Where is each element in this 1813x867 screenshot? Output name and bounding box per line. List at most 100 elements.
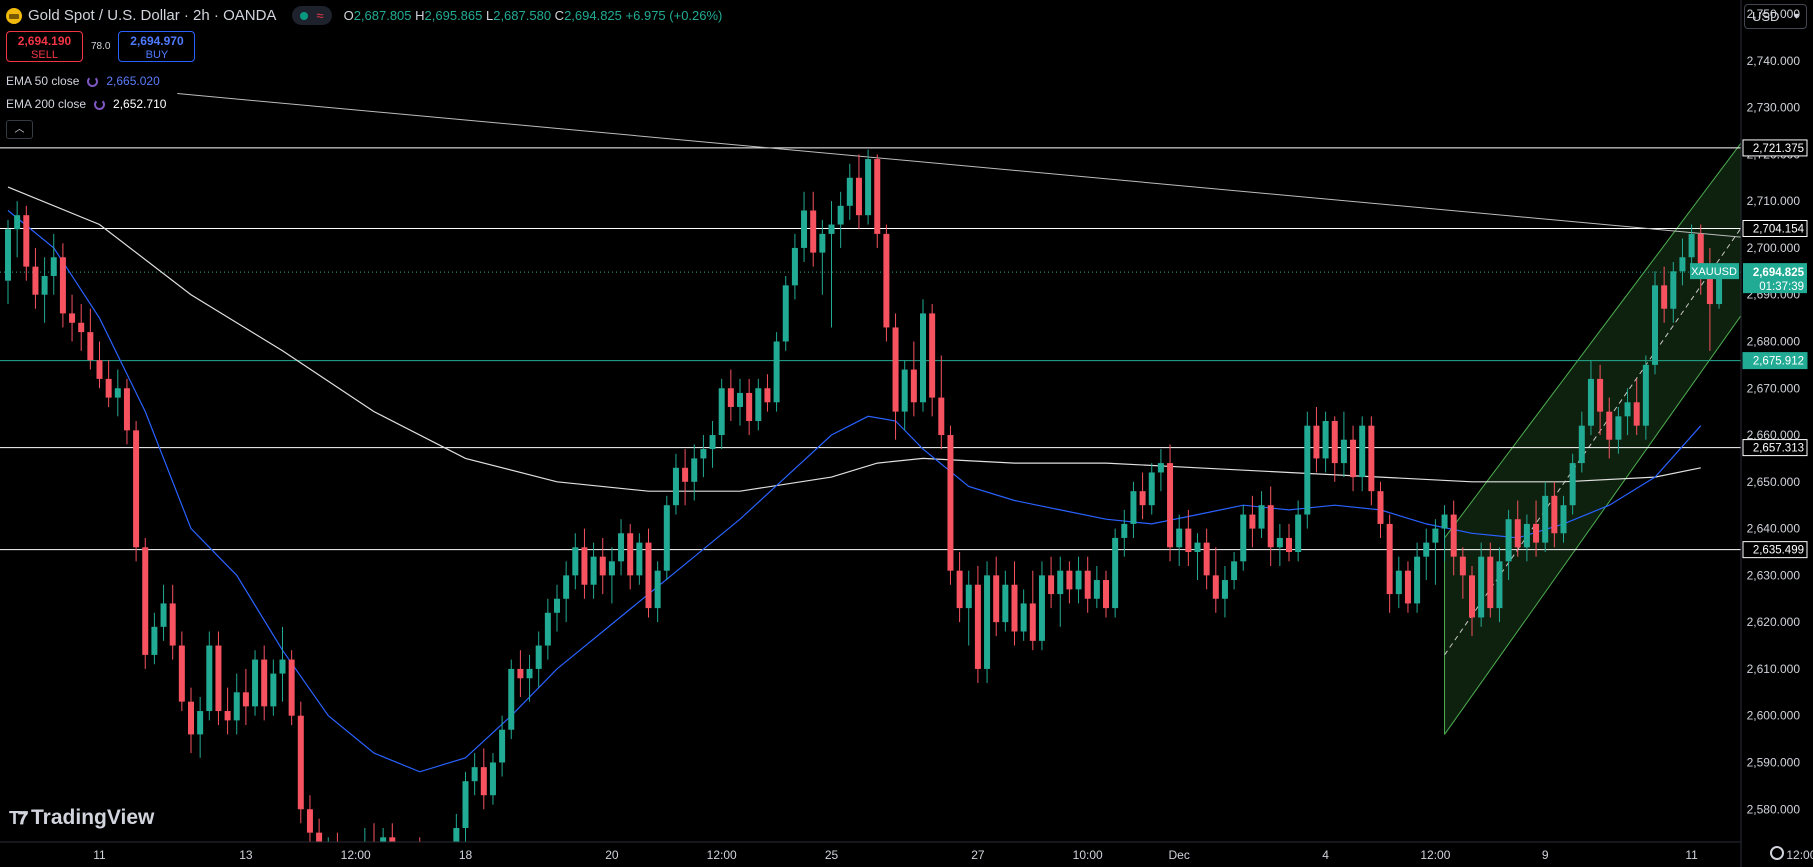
candle-body — [700, 449, 707, 459]
indicator-ema50[interactable]: EMA 50 close 2,665.020 — [6, 74, 160, 88]
candle-body — [252, 659, 259, 707]
candle-body — [590, 556, 597, 585]
candle — [874, 154, 881, 248]
candle-body — [270, 673, 277, 707]
candle — [59, 243, 66, 328]
candle — [87, 308, 94, 370]
candle — [801, 191, 808, 262]
candle-body — [746, 392, 753, 421]
candle-body — [1432, 528, 1439, 543]
candle-body — [1688, 233, 1695, 258]
candle-body — [1606, 411, 1613, 440]
symbol-title[interactable]: Gold Spot / U.S. Dollar · 2h · OANDA — [28, 7, 277, 24]
candle — [408, 842, 414, 867]
candle — [654, 561, 661, 623]
candle-body — [1084, 570, 1091, 599]
candle-body — [737, 392, 743, 407]
candle — [123, 378, 130, 445]
candle — [700, 435, 707, 478]
currency-select[interactable]: USD ▾ — [1744, 4, 1807, 29]
candle-body — [1048, 575, 1055, 595]
candle — [517, 650, 524, 697]
y-tick-label: 2,620.000 — [1747, 615, 1801, 629]
candle-body — [819, 233, 826, 253]
open-value: 2,687.805 — [353, 8, 412, 23]
level-price-label: 2,657.313 — [1753, 443, 1804, 455]
candle-body — [1221, 580, 1228, 599]
candle — [426, 851, 432, 867]
buy-button[interactable]: 2,694.970 BUY — [118, 31, 196, 62]
y-tick-label: 2,750.000 — [1747, 7, 1801, 21]
candle — [1688, 224, 1695, 267]
candle-body — [828, 224, 835, 234]
candle-body — [654, 570, 661, 609]
candle — [188, 687, 194, 754]
candle-body — [727, 388, 734, 407]
candle-body — [984, 575, 991, 669]
candle-body — [1121, 523, 1128, 538]
candle — [1029, 570, 1036, 651]
candle-body — [974, 584, 981, 669]
candle-body — [123, 388, 130, 431]
wave-icon: ≈ — [316, 8, 324, 23]
sell-button[interactable]: 2,694.190 SELL — [6, 31, 83, 62]
candle-body — [1176, 528, 1183, 548]
trendline — [177, 93, 1741, 238]
candle-body — [1716, 271, 1723, 305]
candle — [508, 659, 515, 740]
candle — [1697, 224, 1704, 295]
candle — [389, 823, 396, 842]
candle — [1496, 547, 1503, 623]
candle-body — [160, 603, 167, 627]
candle — [1249, 495, 1256, 548]
candle-body — [1258, 505, 1265, 529]
settings-gear-icon[interactable] — [1770, 846, 1784, 860]
candle — [1569, 453, 1576, 515]
candle-body — [1505, 519, 1512, 562]
candle — [1267, 486, 1274, 567]
channel-fill — [1444, 143, 1741, 735]
candle-body — [50, 257, 57, 276]
candle-body — [96, 360, 103, 379]
candle — [663, 495, 670, 581]
channel-lower-line — [1444, 314, 1741, 735]
candle-body — [1679, 257, 1686, 272]
candle — [306, 795, 313, 842]
candle — [1176, 514, 1183, 567]
candle — [791, 233, 798, 300]
candle — [846, 163, 853, 220]
candle — [1103, 570, 1109, 618]
candle-body — [672, 467, 679, 506]
y-tick-label: 2,590.000 — [1747, 755, 1801, 769]
candle — [636, 533, 643, 585]
change-value: +6.975 (+0.26%) — [625, 8, 723, 23]
plot-area — [0, 93, 1741, 867]
candle-body — [1185, 528, 1192, 552]
market-status[interactable]: ≈ — [292, 6, 332, 25]
candle — [489, 753, 496, 805]
candle-body — [316, 832, 323, 842]
candle — [1194, 533, 1201, 581]
candle-body — [618, 533, 625, 562]
candle — [178, 631, 185, 712]
candle-body — [306, 809, 313, 833]
candle-body — [764, 388, 771, 403]
candle-body — [782, 285, 789, 342]
candle — [105, 360, 112, 407]
candle-body — [1633, 402, 1640, 426]
level-price-tag — [1742, 352, 1808, 370]
candle — [554, 584, 560, 632]
candle — [819, 219, 826, 295]
candle-body — [1194, 542, 1201, 552]
indicator-ema200[interactable]: EMA 200 close 2,652.710 — [6, 97, 166, 111]
candle-body — [1670, 271, 1677, 309]
candle-body — [1029, 603, 1036, 641]
x-tick-label: 13 — [239, 848, 253, 862]
candle — [1606, 397, 1613, 459]
collapse-indicators-button[interactable]: ︿ — [6, 120, 33, 139]
candle — [1130, 481, 1137, 538]
candle-body — [581, 547, 588, 585]
candle — [1432, 519, 1439, 585]
candle — [471, 753, 478, 796]
